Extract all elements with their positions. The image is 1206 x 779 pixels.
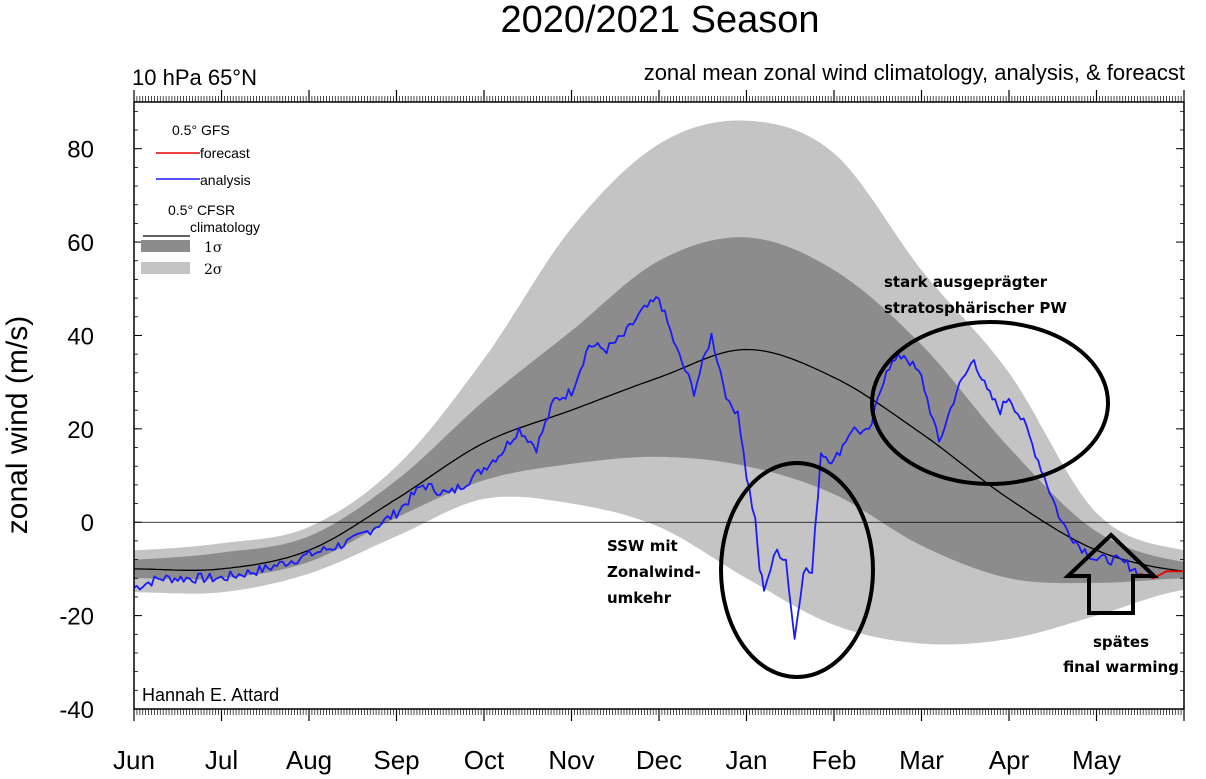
y-axis-label: zonal wind (m/s): [1, 316, 34, 534]
y-tick-label: 20: [67, 417, 94, 444]
x-month-label: Nov: [548, 745, 594, 775]
axis-ticks: [133, 90, 1185, 721]
y-tick-label: -20: [59, 604, 94, 631]
annotations: SSW mit Zonalwind- umkehr stark ausgeprä…: [607, 273, 1179, 679]
y-tick-label: 80: [67, 137, 94, 164]
x-month-label: Oct: [464, 745, 505, 775]
x-month-label: May: [1072, 745, 1121, 775]
legend-sigma1-swatch: [141, 240, 190, 252]
legend-sigma1-label: 1σ: [204, 240, 223, 256]
chart-subtitle-right: zonal mean zonal wind climatology, analy…: [644, 60, 1185, 85]
analysis-line: [133, 296, 1141, 640]
ssw-annotation-line-2: Zonalwind-: [607, 563, 701, 581]
ssw-annotation-line-3: umkehr: [607, 589, 672, 607]
x-month-label: Apr: [989, 745, 1030, 775]
x-month-label: Jan: [726, 745, 768, 775]
pw-annotation-line-1: stark ausgeprägter: [884, 273, 1048, 291]
x-month-label: Dec: [636, 745, 682, 775]
ssw-ellipse: [719, 461, 875, 679]
legend-sigma2-swatch: [141, 262, 190, 274]
y-tick-label: 60: [67, 230, 94, 257]
y-tick-label: -40: [59, 697, 94, 724]
author-credit: Hannah E. Attard: [142, 685, 279, 705]
legend-gfs-header: 0.5° GFS: [172, 122, 230, 138]
final-warming-arrow: [1063, 532, 1159, 615]
legend-analysis-label: analysis: [200, 172, 251, 188]
pw-ellipse: [870, 320, 1110, 486]
legend-sigma2-label: 2σ: [204, 262, 223, 278]
axis-tick-labels: 80 60 40 20 0 -20 -40 Jun Jul Aug Sep Oct Nov Dec Jan F…: [59, 137, 1121, 775]
final-annotation-line-2: final warming: [1063, 658, 1179, 676]
chart-subtitle-left: 10 hPa 65°N: [132, 65, 257, 90]
legend: 0.5° GFS forecast analysis 0.5° CFSR cli…: [141, 122, 260, 278]
final-annotation-line-1: spätes: [1093, 633, 1149, 651]
pw-annotation-line-2: stratosphärischer PW: [884, 299, 1067, 317]
x-month-label: Jul: [205, 745, 238, 775]
sigma-bands: [134, 120, 1184, 645]
legend-climatology-label: climatology: [190, 219, 260, 235]
plot-frame: [133, 101, 1185, 710]
y-tick-label: 0: [81, 510, 94, 537]
x-month-label: Sep: [373, 745, 419, 775]
x-month-label: Jun: [113, 745, 155, 775]
x-month-label: Feb: [812, 745, 857, 775]
x-month-label: Aug: [286, 745, 332, 775]
legend-forecast-label: forecast: [200, 145, 250, 161]
chart-title: 2020/2021 Season: [500, 0, 819, 41]
legend-cfsr-header: 0.5° CFSR: [168, 202, 235, 218]
sigma1-band: [134, 237, 1184, 584]
ssw-annotation-line-1: SSW mit: [607, 537, 678, 555]
y-tick-label: 40: [67, 323, 94, 350]
x-month-label: Mar: [899, 745, 944, 775]
